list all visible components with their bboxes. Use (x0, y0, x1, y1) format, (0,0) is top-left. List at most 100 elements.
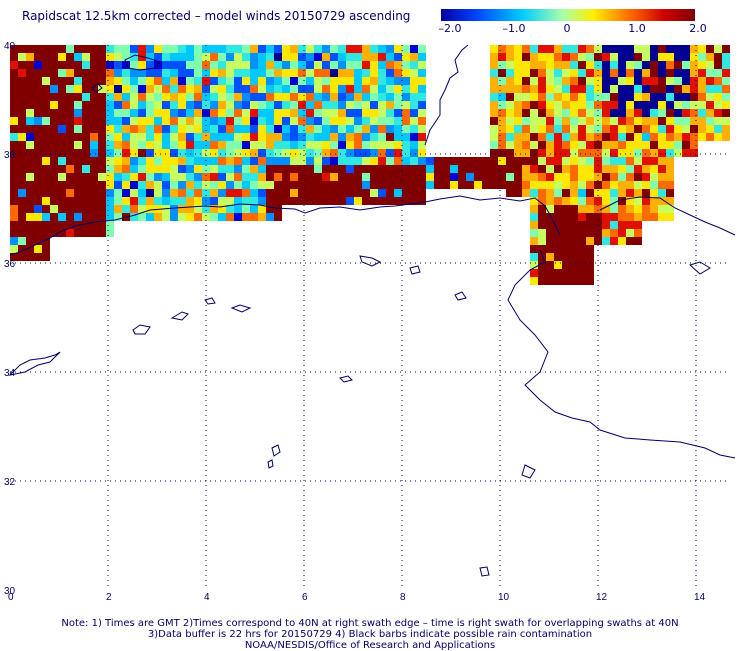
wind-cell (666, 181, 674, 189)
wind-cell (506, 173, 514, 181)
wind-cell (106, 189, 114, 197)
wind-cell (122, 197, 130, 205)
wind-cell (362, 93, 370, 101)
wind-cell (338, 141, 346, 149)
wind-cell (298, 77, 306, 85)
wind-cell (250, 165, 258, 173)
wind-cell (346, 61, 354, 69)
wind-cell (146, 117, 154, 125)
wind-cell (394, 101, 402, 109)
wind-cell (58, 125, 66, 133)
wind-cell (562, 245, 570, 253)
wind-cell (554, 157, 562, 165)
wind-cell (706, 109, 714, 117)
wind-cell (554, 205, 562, 213)
wind-cell (258, 101, 266, 109)
wind-cell (114, 205, 122, 213)
wind-cell (10, 205, 18, 213)
wind-cell (530, 109, 538, 117)
wind-cell (634, 53, 642, 61)
wind-cell (354, 53, 362, 61)
wind-cell (122, 117, 130, 125)
wind-cell (658, 189, 666, 197)
wind-cell (258, 45, 266, 53)
wind-cell (418, 189, 426, 197)
wind-cell (602, 61, 610, 69)
wind-cell (642, 189, 650, 197)
wind-cell (82, 221, 90, 229)
wind-cell (722, 77, 730, 85)
wind-cell (370, 101, 378, 109)
wind-cell (546, 85, 554, 93)
wind-cell (626, 53, 634, 61)
wind-cell (546, 205, 554, 213)
wind-cell (146, 181, 154, 189)
wind-cell (474, 157, 482, 165)
wind-cell (578, 189, 586, 197)
wind-cell (266, 165, 274, 173)
wind-cell (98, 229, 106, 237)
wind-cell (202, 53, 210, 61)
wind-cell (602, 197, 610, 205)
wind-cell (410, 125, 418, 133)
wind-cell (154, 69, 162, 77)
wind-cell (194, 173, 202, 181)
wind-cell (250, 141, 258, 149)
wind-cell (10, 189, 18, 197)
wind-cell (610, 229, 618, 237)
wind-cell (266, 141, 274, 149)
wind-cell (146, 197, 154, 205)
wind-cell (26, 93, 34, 101)
wind-cell (578, 61, 586, 69)
wind-cell (314, 197, 322, 205)
wind-cell (250, 173, 258, 181)
wind-cell (282, 141, 290, 149)
wind-cell (402, 93, 410, 101)
wind-cell (626, 77, 634, 85)
wind-cell (362, 101, 370, 109)
wind-cell (66, 109, 74, 117)
wind-cell (402, 117, 410, 125)
wind-cell (122, 141, 130, 149)
wind-cell (650, 69, 658, 77)
wind-cell (242, 205, 250, 213)
wind-cell (282, 117, 290, 125)
wind-cell (498, 125, 506, 133)
wind-cell (226, 77, 234, 85)
wind-cell (98, 173, 106, 181)
wind-cell (90, 77, 98, 85)
wind-cell (674, 133, 682, 141)
wind-cell (690, 101, 698, 109)
wind-cell (634, 109, 642, 117)
wind-cell (138, 133, 146, 141)
wind-cell (410, 101, 418, 109)
wind-cell (98, 181, 106, 189)
wind-cell (418, 165, 426, 173)
wind-cell (394, 181, 402, 189)
wind-cell (546, 269, 554, 277)
wind-cell (586, 141, 594, 149)
wind-cell (194, 205, 202, 213)
wind-cell (586, 61, 594, 69)
wind-cell (378, 53, 386, 61)
wind-cell (90, 45, 98, 53)
wind-cell (274, 197, 282, 205)
wind-cell (162, 61, 170, 69)
wind-cell (618, 141, 626, 149)
wind-cell (562, 133, 570, 141)
wind-cell (50, 173, 58, 181)
wind-cell (138, 141, 146, 149)
wind-cell (106, 101, 114, 109)
wind-cell (514, 173, 522, 181)
wind-cell (194, 101, 202, 109)
wind-cell (498, 149, 506, 157)
wind-cell (146, 109, 154, 117)
wind-cell (554, 213, 562, 221)
wind-cell (538, 53, 546, 61)
wind-cell (266, 109, 274, 117)
wind-cell (346, 197, 354, 205)
wind-cell (442, 165, 450, 173)
wind-cell (506, 85, 514, 93)
wind-cell (322, 149, 330, 157)
wind-cell (162, 165, 170, 173)
